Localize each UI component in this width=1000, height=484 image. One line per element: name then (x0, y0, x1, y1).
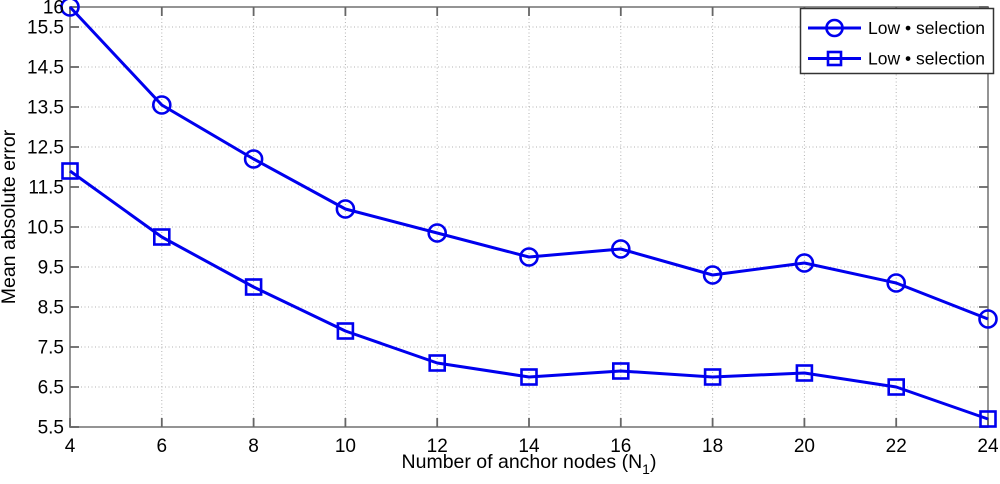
y-tick-label: 14.5 (27, 58, 64, 79)
data-point-square (428, 354, 447, 372)
x-tick-label: 4 (65, 436, 76, 457)
data-point-square (611, 362, 630, 380)
data-point-circle (886, 273, 907, 293)
data-point-square (703, 368, 722, 386)
data-point-square (244, 278, 263, 296)
x-tick-label: 6 (157, 436, 168, 457)
x-axis-label-suffix: ) (650, 451, 657, 473)
series-layer (60, 0, 998, 428)
y-tick-label: 5.5 (38, 418, 64, 439)
legend-circle-marker-icon (825, 18, 844, 38)
data-point-circle (243, 149, 264, 169)
data-point-circle (152, 95, 172, 115)
y-axis-label: Mean absolute error (0, 129, 20, 304)
x-tick-label: 22 (886, 436, 907, 457)
x-tick-label: 16 (610, 436, 631, 457)
y-tick-label: 11.5 (28, 178, 64, 199)
data-point-square (520, 368, 538, 386)
y-tick-label: 16 (43, 0, 64, 19)
data-point-square (61, 162, 79, 180)
y-tick-label: 8.5 (38, 298, 64, 319)
data-point-square (336, 322, 355, 340)
legend-square-marker-icon (826, 50, 843, 67)
series-line-circle (68, 5, 989, 321)
data-point-circle (794, 253, 815, 273)
data-point-circle (610, 239, 631, 259)
tick-labels: 5.56.57.58.59.510.511.512.513.514.515.51… (27, 0, 999, 457)
y-tick-label: 15.5 (27, 18, 64, 39)
x-axis-label-main: Number of anchor nodes (N (402, 451, 643, 473)
data-point-square (979, 410, 997, 428)
y-tick-label: 9.5 (38, 258, 64, 279)
x-tick-label: 8 (248, 436, 259, 457)
data-point-circle (702, 265, 723, 285)
x-tick-label: 12 (427, 436, 448, 457)
y-tick-label: 7.5 (38, 338, 64, 359)
data-point-circle (978, 309, 998, 329)
data-point-circle (335, 199, 356, 219)
x-tick-label: 10 (335, 436, 356, 457)
y-tick-label: 12.5 (27, 138, 64, 159)
data-point-circle (519, 247, 539, 267)
grid-layer (70, 8, 988, 426)
x-axis-label: Number of anchor nodes (N1) (402, 451, 657, 477)
x-tick-label: 18 (702, 436, 723, 457)
data-point-circle (427, 223, 448, 243)
y-tick-label: 13.5 (27, 98, 64, 119)
data-point-square (153, 228, 171, 246)
legend: Low • selection Low • selection (799, 7, 995, 75)
x-tick-label: 24 (977, 436, 999, 457)
x-tick-label: 14 (518, 436, 540, 457)
data-point-square (887, 378, 906, 396)
legend-entry-2-label: Low • selection (868, 49, 985, 69)
series-line-square (69, 169, 989, 421)
data-point-circle (60, 0, 80, 17)
axes-layer (69, 6, 989, 428)
x-tick-label: 20 (794, 436, 815, 457)
x-axis-label-subscript: 1 (642, 461, 650, 477)
y-tick-label: 6.5 (38, 378, 64, 399)
legend-entry-1-label: Low • selection (868, 18, 985, 38)
data-point-square (795, 364, 814, 382)
y-tick-label: 10.5 (27, 218, 64, 239)
